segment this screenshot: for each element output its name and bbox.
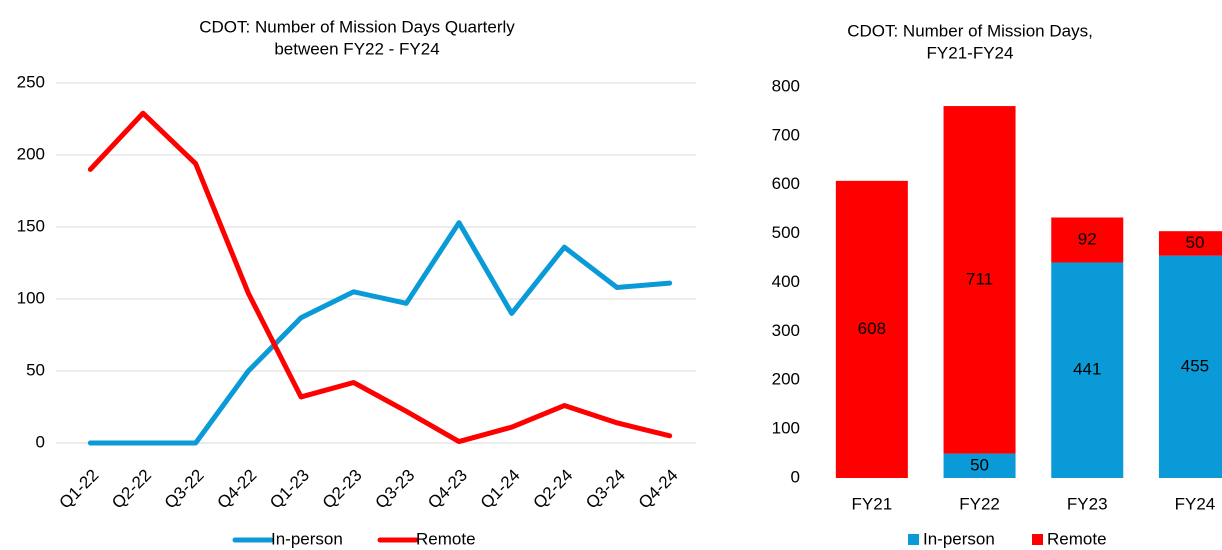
x-tick-label: Q2-22 [108, 466, 155, 513]
legend-label: In-person [271, 529, 343, 548]
x-tick-label: FY21 [852, 494, 893, 513]
y-tick-label: 300 [772, 321, 800, 340]
y-tick-label: 200 [772, 370, 800, 389]
y-tick-label: 250 [17, 72, 45, 91]
data-label: 608 [858, 319, 886, 338]
x-tick-label: Q2-23 [319, 466, 366, 513]
legend-label: Remote [416, 529, 476, 548]
legend-label: Remote [1047, 529, 1107, 548]
data-label: 50 [970, 455, 989, 474]
bar-segment [943, 453, 1016, 478]
x-tick-label: Q4-23 [424, 466, 471, 513]
x-tick-label: Q3-22 [161, 466, 208, 513]
bar-segment [1051, 217, 1124, 263]
x-tick-label: Q1-22 [55, 466, 102, 513]
y-tick-label: 100 [772, 419, 800, 438]
x-tick-label: FY22 [959, 494, 1000, 513]
chart-title: CDOT: Number of Mission Days, [847, 21, 1093, 40]
y-tick-label: 0 [791, 467, 800, 486]
line-series [87, 110, 673, 445]
chart-title: CDOT: Number of Mission Days Quarterly [199, 17, 515, 36]
y-tick-label: 800 [772, 76, 800, 95]
x-tick-label: Q1-24 [477, 466, 524, 513]
bar-segment [1051, 262, 1124, 478]
y-tick-label: 500 [772, 223, 800, 242]
legend-label: In-person [923, 529, 995, 548]
bar-segment [1158, 231, 1222, 256]
x-tick-label: Q3-23 [371, 466, 418, 513]
y-tick-label: 100 [17, 288, 45, 307]
legend-swatch [908, 534, 919, 545]
y-tick-label: 200 [17, 144, 45, 163]
legend-swatch [1032, 534, 1043, 545]
y-tick-label: 700 [772, 125, 800, 144]
bar-segment [1158, 255, 1222, 478]
bar-segment [835, 180, 908, 478]
x-tick-label: Q1-23 [266, 466, 313, 513]
data-label: 455 [1181, 356, 1209, 375]
x-tick-label: FY23 [1067, 494, 1108, 513]
line-series [87, 220, 673, 446]
data-label: 711 [966, 269, 993, 288]
data-label: 50 [1185, 233, 1204, 252]
x-tick-label: Q3-24 [582, 466, 629, 513]
x-tick-label: Q2-24 [529, 466, 576, 513]
chart-title: FY21-FY24 [927, 43, 1014, 62]
chart-title: between FY22 - FY24 [274, 39, 439, 58]
y-tick-label: 0 [36, 432, 45, 451]
x-tick-label: FY24 [1175, 494, 1216, 513]
y-tick-label: 400 [772, 272, 800, 291]
x-tick-label: Q4-22 [213, 466, 260, 513]
y-tick-label: 150 [17, 216, 45, 235]
bar-segment [943, 106, 1016, 454]
data-label: 441 [1073, 360, 1101, 379]
y-tick-label: 600 [772, 174, 800, 193]
x-tick-label: Q4-24 [635, 466, 682, 513]
y-tick-label: 50 [26, 360, 45, 379]
data-label: 92 [1078, 229, 1097, 248]
